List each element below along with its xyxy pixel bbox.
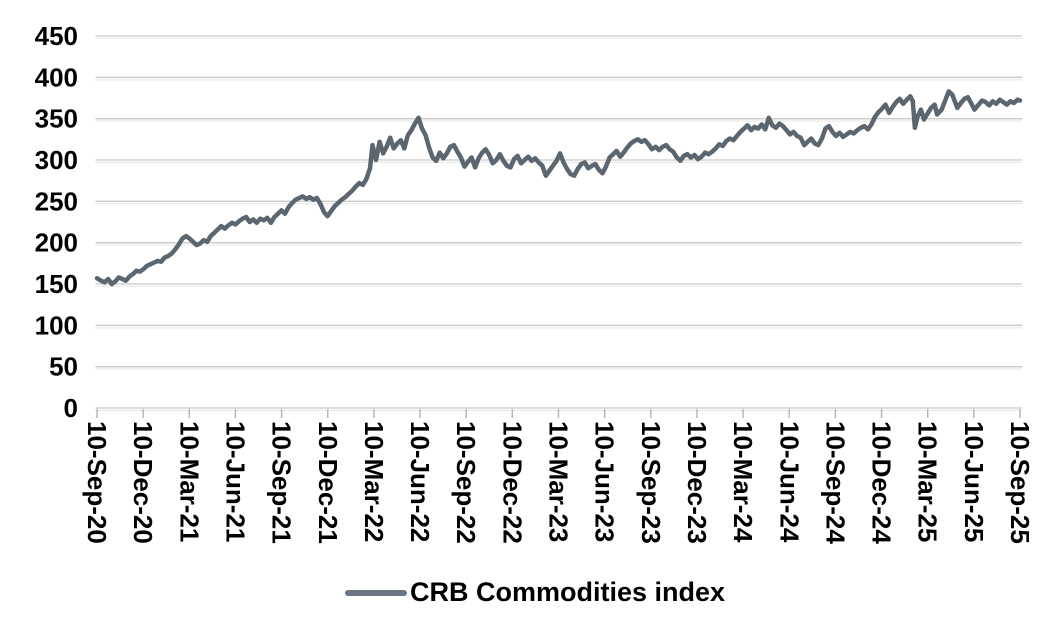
x-axis-label: 10-Sep-24 — [820, 421, 850, 544]
chart-svg: 0 50 100 150 200 250 300 350 400 450 10-Sep-20 10-D… — [35, 21, 1035, 544]
x-axis-label: 10-Jun-24 — [774, 421, 804, 543]
y-axis-label: 250 — [35, 186, 78, 216]
x-axis-label: 10-Sep-23 — [636, 421, 666, 544]
y-axis-label: 400 — [35, 62, 78, 92]
x-axis-label: 10-Dec-24 — [867, 421, 897, 544]
x-axis-label: 10-Sep-22 — [451, 421, 481, 544]
legend-label: CRB Commodities index — [409, 577, 726, 607]
x-axis-label: 10-Mar-25 — [913, 421, 943, 542]
x-axis-label: 10-Sep-25 — [1005, 421, 1035, 544]
y-axis-label: 450 — [35, 21, 78, 51]
x-axis-label: 10-Jun-22 — [405, 421, 435, 542]
y-axis-label: 200 — [35, 228, 78, 258]
x-axis-label: 10-Mar-24 — [728, 421, 758, 543]
y-axis-label: 0 — [64, 393, 78, 423]
x-axis-label: 10-Jun-21 — [220, 421, 250, 542]
legend-line-swatch — [344, 589, 407, 596]
x-axis-label: 10-Dec-21 — [313, 421, 343, 544]
x-axis-label: 10-Sep-20 — [82, 421, 112, 544]
legend: CRB Commodities index — [14, 579, 1042, 606]
y-axis-label: 350 — [35, 104, 78, 134]
series-line — [94, 89, 1023, 287]
x-axis-label: 10-Mar-23 — [544, 421, 574, 542]
x-axis-label: 10-Mar-22 — [359, 421, 389, 542]
y-axis-label: 100 — [35, 310, 78, 340]
y-axis-label: 150 — [35, 269, 78, 299]
x-axis-label: 10-Dec-23 — [682, 421, 712, 544]
x-axis-label: 10-Mar-21 — [174, 421, 204, 542]
y-axis-label: 300 — [35, 145, 78, 175]
x-axis-label: 10-Jun-23 — [590, 421, 620, 542]
x-axis-label: 10-Jun-25 — [959, 421, 989, 542]
x-axis-label: 10-Sep-21 — [267, 421, 297, 544]
x-axis-label: 10-Dec-22 — [497, 421, 527, 544]
x-axis-label: 10-Dec-20 — [128, 421, 158, 544]
y-axis-label: 50 — [49, 352, 78, 382]
